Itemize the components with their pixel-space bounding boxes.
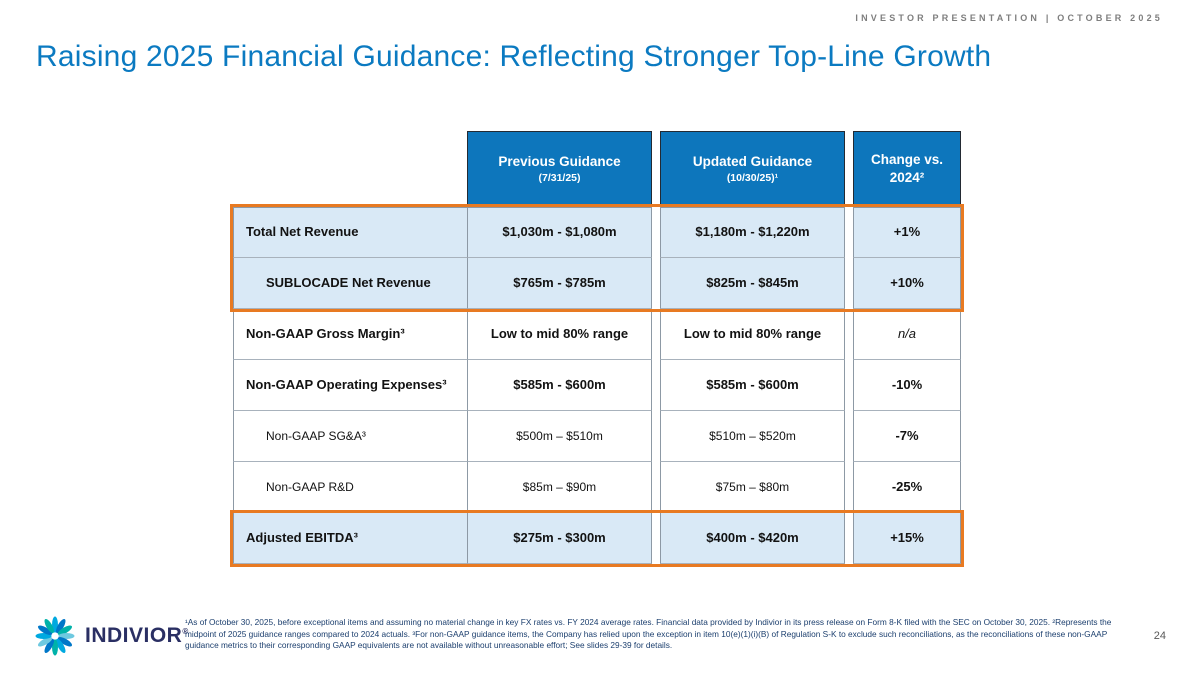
cell-previous: Low to mid 80% range bbox=[467, 309, 652, 360]
cell-updated: $510m – $520m bbox=[660, 411, 845, 462]
cell-previous: $765m - $785m bbox=[467, 258, 652, 309]
header-updated-guidance: Updated Guidance (10/30/25)¹ bbox=[660, 131, 845, 207]
column-gap bbox=[845, 131, 853, 207]
row-label: Non-GAAP R&D bbox=[233, 462, 467, 513]
row-label: Total Net Revenue bbox=[233, 207, 467, 258]
row-label: Non-GAAP SG&A³ bbox=[233, 411, 467, 462]
header-line2: 2024² bbox=[889, 170, 925, 185]
cell-change: -10% bbox=[853, 360, 961, 411]
header-line1: Updated Guidance bbox=[692, 153, 813, 169]
column-gap bbox=[845, 309, 853, 360]
cell-updated: $585m - $600m bbox=[660, 360, 845, 411]
header-line2: (7/31/25) bbox=[538, 171, 581, 184]
column-gap bbox=[845, 258, 853, 309]
cell-previous: $585m - $600m bbox=[467, 360, 652, 411]
column-gap bbox=[652, 411, 660, 462]
cell-previous: $500m – $510m bbox=[467, 411, 652, 462]
header-spacer bbox=[233, 131, 467, 207]
cell-change: -7% bbox=[853, 411, 961, 462]
header-line2: (10/30/25)¹ bbox=[726, 171, 779, 184]
column-gap bbox=[652, 207, 660, 258]
header-line1: Change vs. bbox=[870, 151, 944, 167]
column-gap bbox=[652, 360, 660, 411]
cell-change: +1% bbox=[853, 207, 961, 258]
logo-brand-text: INDIVIOR bbox=[85, 624, 183, 647]
cell-previous: $1,030m - $1,080m bbox=[467, 207, 652, 258]
column-gap bbox=[845, 513, 853, 564]
cell-change: +10% bbox=[853, 258, 961, 309]
cell-previous: $275m - $300m bbox=[467, 513, 652, 564]
row-label: Non-GAAP Gross Margin³ bbox=[233, 309, 467, 360]
header-previous-guidance: Previous Guidance (7/31/25) bbox=[467, 131, 652, 207]
column-gap bbox=[652, 462, 660, 513]
cell-change: +15% bbox=[853, 513, 961, 564]
footnote: ¹As of October 30, 2025, before exceptio… bbox=[185, 617, 1112, 651]
presentation-eyebrow: INVESTOR PRESENTATION | OCTOBER 2025 bbox=[855, 13, 1163, 23]
column-gap bbox=[845, 411, 853, 462]
column-gap bbox=[845, 462, 853, 513]
header-change-vs-2024: Change vs. 2024² bbox=[853, 131, 961, 207]
indivior-starburst-icon bbox=[35, 616, 75, 656]
column-gap bbox=[845, 360, 853, 411]
registered-trademark-mark: ® bbox=[182, 627, 189, 636]
column-gap bbox=[652, 258, 660, 309]
logo-wordmark: INDIVIOR® bbox=[85, 624, 189, 648]
header-line1: Previous Guidance bbox=[498, 153, 621, 169]
page-number: 24 bbox=[1153, 630, 1166, 642]
column-gap bbox=[652, 131, 660, 207]
column-gap bbox=[652, 309, 660, 360]
row-label: SUBLOCADE Net Revenue bbox=[233, 258, 467, 309]
column-gap bbox=[652, 513, 660, 564]
cell-change: -25% bbox=[853, 462, 961, 513]
cell-previous: $85m – $90m bbox=[467, 462, 652, 513]
guidance-table: Previous Guidance (7/31/25) Updated Guid… bbox=[230, 131, 964, 567]
column-gap bbox=[845, 207, 853, 258]
cell-updated: $75m – $80m bbox=[660, 462, 845, 513]
cell-updated: $1,180m - $1,220m bbox=[660, 207, 845, 258]
cell-updated: $400m - $420m bbox=[660, 513, 845, 564]
row-label: Adjusted EBITDA³ bbox=[233, 513, 467, 564]
company-logo: INDIVIOR® bbox=[34, 615, 189, 657]
cell-updated: $825m - $845m bbox=[660, 258, 845, 309]
row-label: Non-GAAP Operating Expenses³ bbox=[233, 360, 467, 411]
cell-change: n/a bbox=[853, 309, 961, 360]
cell-updated: Low to mid 80% range bbox=[660, 309, 845, 360]
slide-title: Raising 2025 Financial Guidance: Reflect… bbox=[36, 40, 992, 73]
